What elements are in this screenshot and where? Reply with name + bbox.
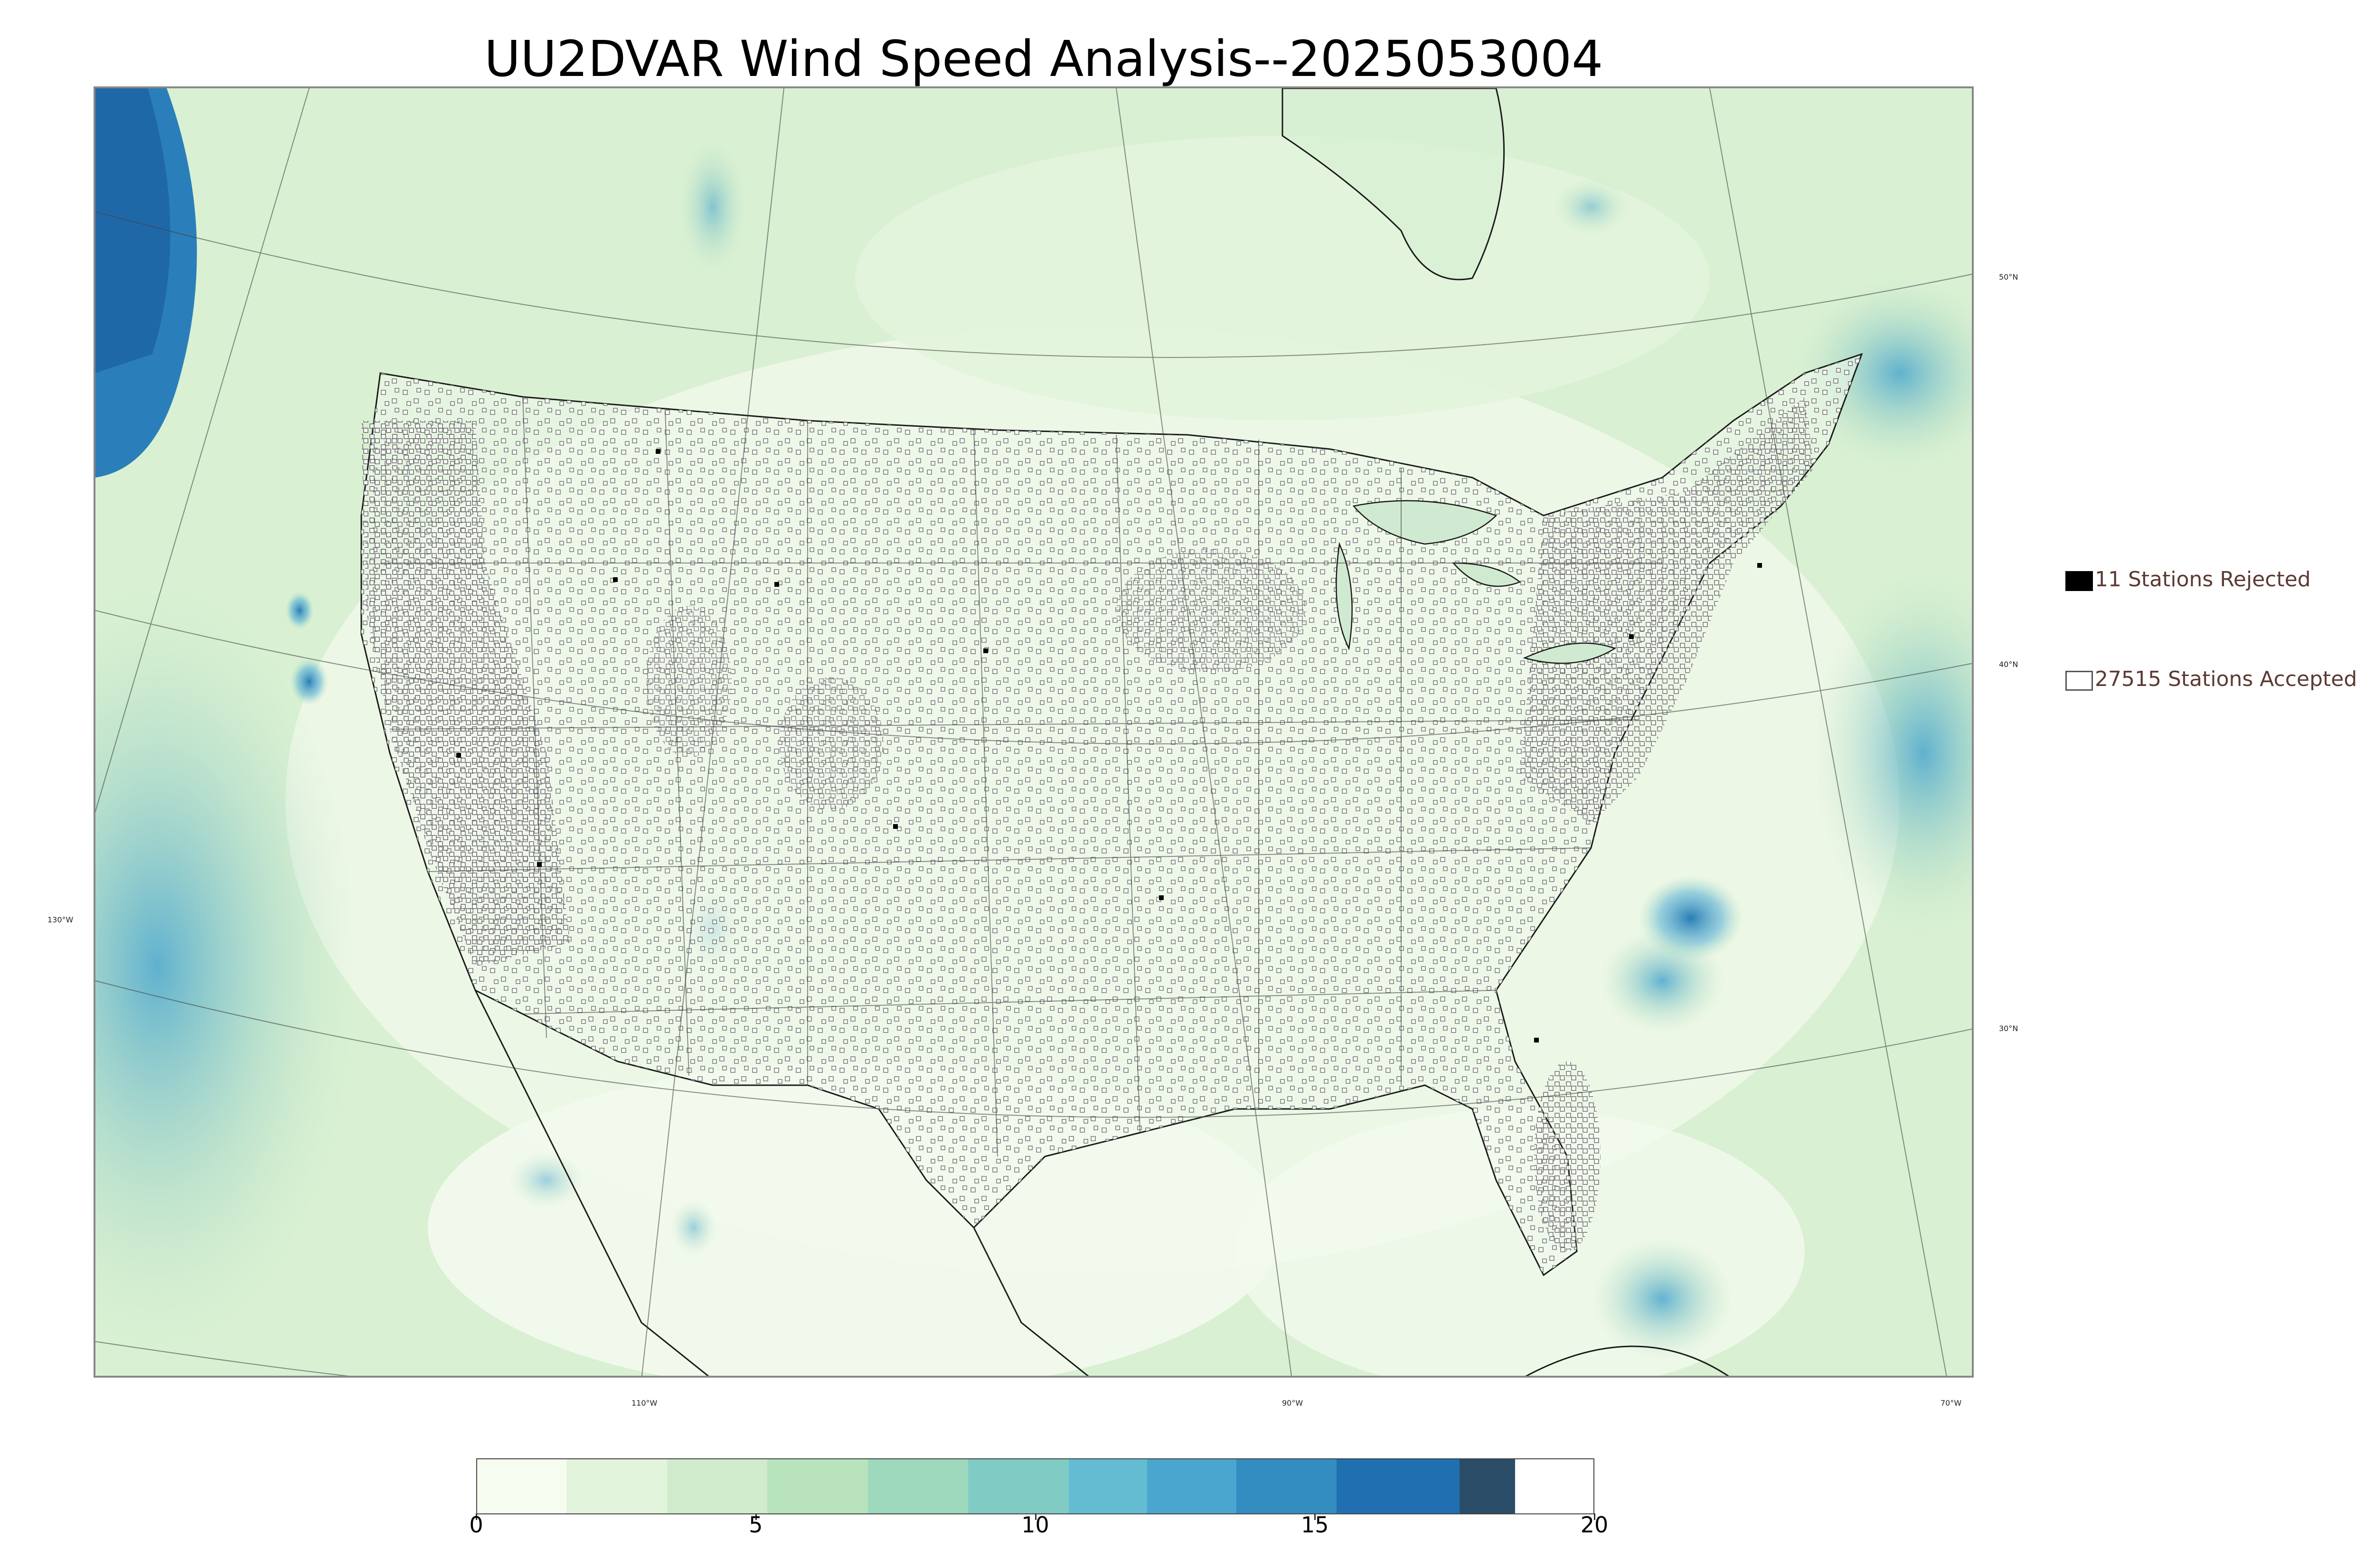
rejected-swatch [2065, 571, 2093, 591]
wind-speed-colorbar [476, 1458, 1594, 1514]
colorbar-segment [1236, 1459, 1337, 1513]
colorbar-tick-label: 0 [469, 1512, 483, 1538]
colorbar-segment [477, 1459, 567, 1513]
colorbar-tick [476, 1513, 477, 1520]
wind-speed-map [94, 86, 1974, 1378]
legend-accepted-label: 27515 Stations Accepted [2095, 667, 2357, 691]
lat-label-50n: 50°N [1999, 272, 2018, 282]
state-boundaries [380, 396, 1662, 1157]
graticule [95, 88, 1972, 1376]
rejected-station-markers [456, 449, 1762, 1042]
lon-label-70w: 70°W [1941, 1399, 1962, 1408]
colorbar-segment [1459, 1459, 1516, 1513]
map-title: UU2DVAR Wind Speed Analysis--2025053004 [484, 30, 1603, 88]
legend-rejected-label: 11 Stations Rejected [2095, 567, 2311, 592]
colorbar-tick [1314, 1513, 1316, 1520]
colorbar-segment [968, 1459, 1069, 1513]
lat-label-40n: 40°N [1999, 660, 2018, 669]
colorbar-segment [566, 1459, 667, 1513]
colorbar-tick-label: 5 [749, 1512, 763, 1538]
colorbar-tick-label: 15 [1300, 1512, 1329, 1538]
colorbar-tick-label: 10 [1021, 1512, 1049, 1538]
colorbar-segment [1147, 1459, 1236, 1513]
colorbar-tick [1035, 1513, 1036, 1520]
lon-label-90w: 90°W [1282, 1399, 1303, 1408]
lon-label-130w: 130°W [47, 915, 74, 924]
colorbar-segment [867, 1459, 969, 1513]
accepted-swatch [2065, 671, 2093, 691]
colorbar-tick [755, 1513, 757, 1520]
map-canvas [95, 88, 1972, 1376]
lat-label-30n: 30°N [1999, 1024, 2018, 1033]
great-lakes [1352, 500, 1498, 545]
colorbar-tick [1594, 1513, 1595, 1520]
colorbar-segment [767, 1459, 868, 1513]
colorbar-segment [1337, 1459, 1460, 1513]
colorbar-segment [1068, 1459, 1147, 1513]
colorbar-tick-label: 20 [1580, 1512, 1609, 1538]
colorbar-segment [667, 1459, 768, 1513]
lon-label-110w: 110°W [631, 1399, 658, 1408]
